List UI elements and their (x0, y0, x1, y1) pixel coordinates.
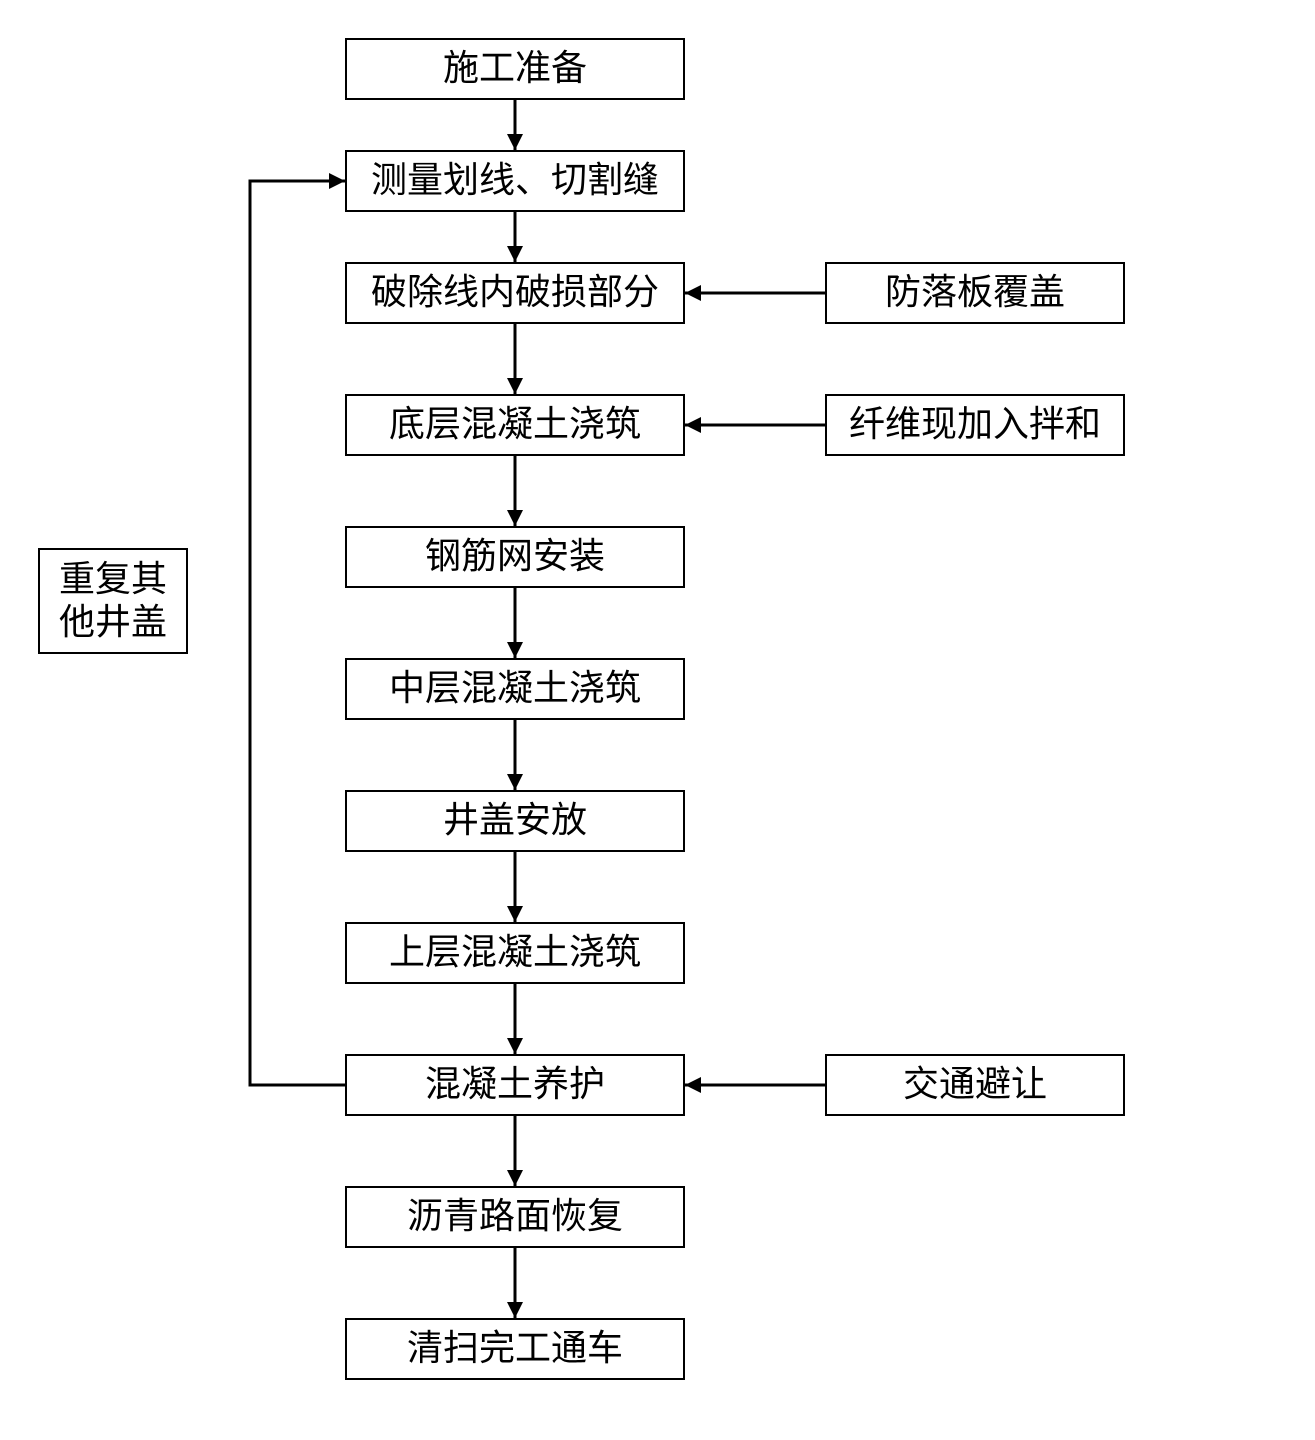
edge-arrowhead (507, 1170, 523, 1186)
edge-line (250, 181, 345, 1085)
edge-arrowhead (685, 285, 701, 301)
node-n4: 钢筋网安装 (345, 526, 685, 588)
node-n9: 沥青路面恢复 (345, 1186, 685, 1248)
node-n3: 底层混凝土浇筑 (345, 394, 685, 456)
node-loop: 重复其 他井盖 (38, 548, 188, 654)
edge-arrowhead (507, 1302, 523, 1318)
edge-arrowhead (507, 1038, 523, 1054)
edge-arrowhead (507, 246, 523, 262)
node-n10: 清扫完工通车 (345, 1318, 685, 1380)
node-n0: 施工准备 (345, 38, 685, 100)
edge-arrowhead (507, 510, 523, 526)
node-n6: 井盖安放 (345, 790, 685, 852)
edge-arrowhead (329, 173, 345, 189)
edge-arrowhead (507, 378, 523, 394)
node-s3: 交通避让 (825, 1054, 1125, 1116)
edge-arrowhead (507, 134, 523, 150)
node-n1: 测量划线、切割缝 (345, 150, 685, 212)
node-n7: 上层混凝土浇筑 (345, 922, 685, 984)
node-s2: 纤维现加入拌和 (825, 394, 1125, 456)
edge-arrowhead (507, 774, 523, 790)
edge-arrowhead (507, 642, 523, 658)
node-n5: 中层混凝土浇筑 (345, 658, 685, 720)
edge-arrowhead (685, 1077, 701, 1093)
edge-arrowhead (685, 417, 701, 433)
node-s1: 防落板覆盖 (825, 262, 1125, 324)
node-n2: 破除线内破损部分 (345, 262, 685, 324)
edge-arrowhead (507, 906, 523, 922)
node-n8: 混凝土养护 (345, 1054, 685, 1116)
